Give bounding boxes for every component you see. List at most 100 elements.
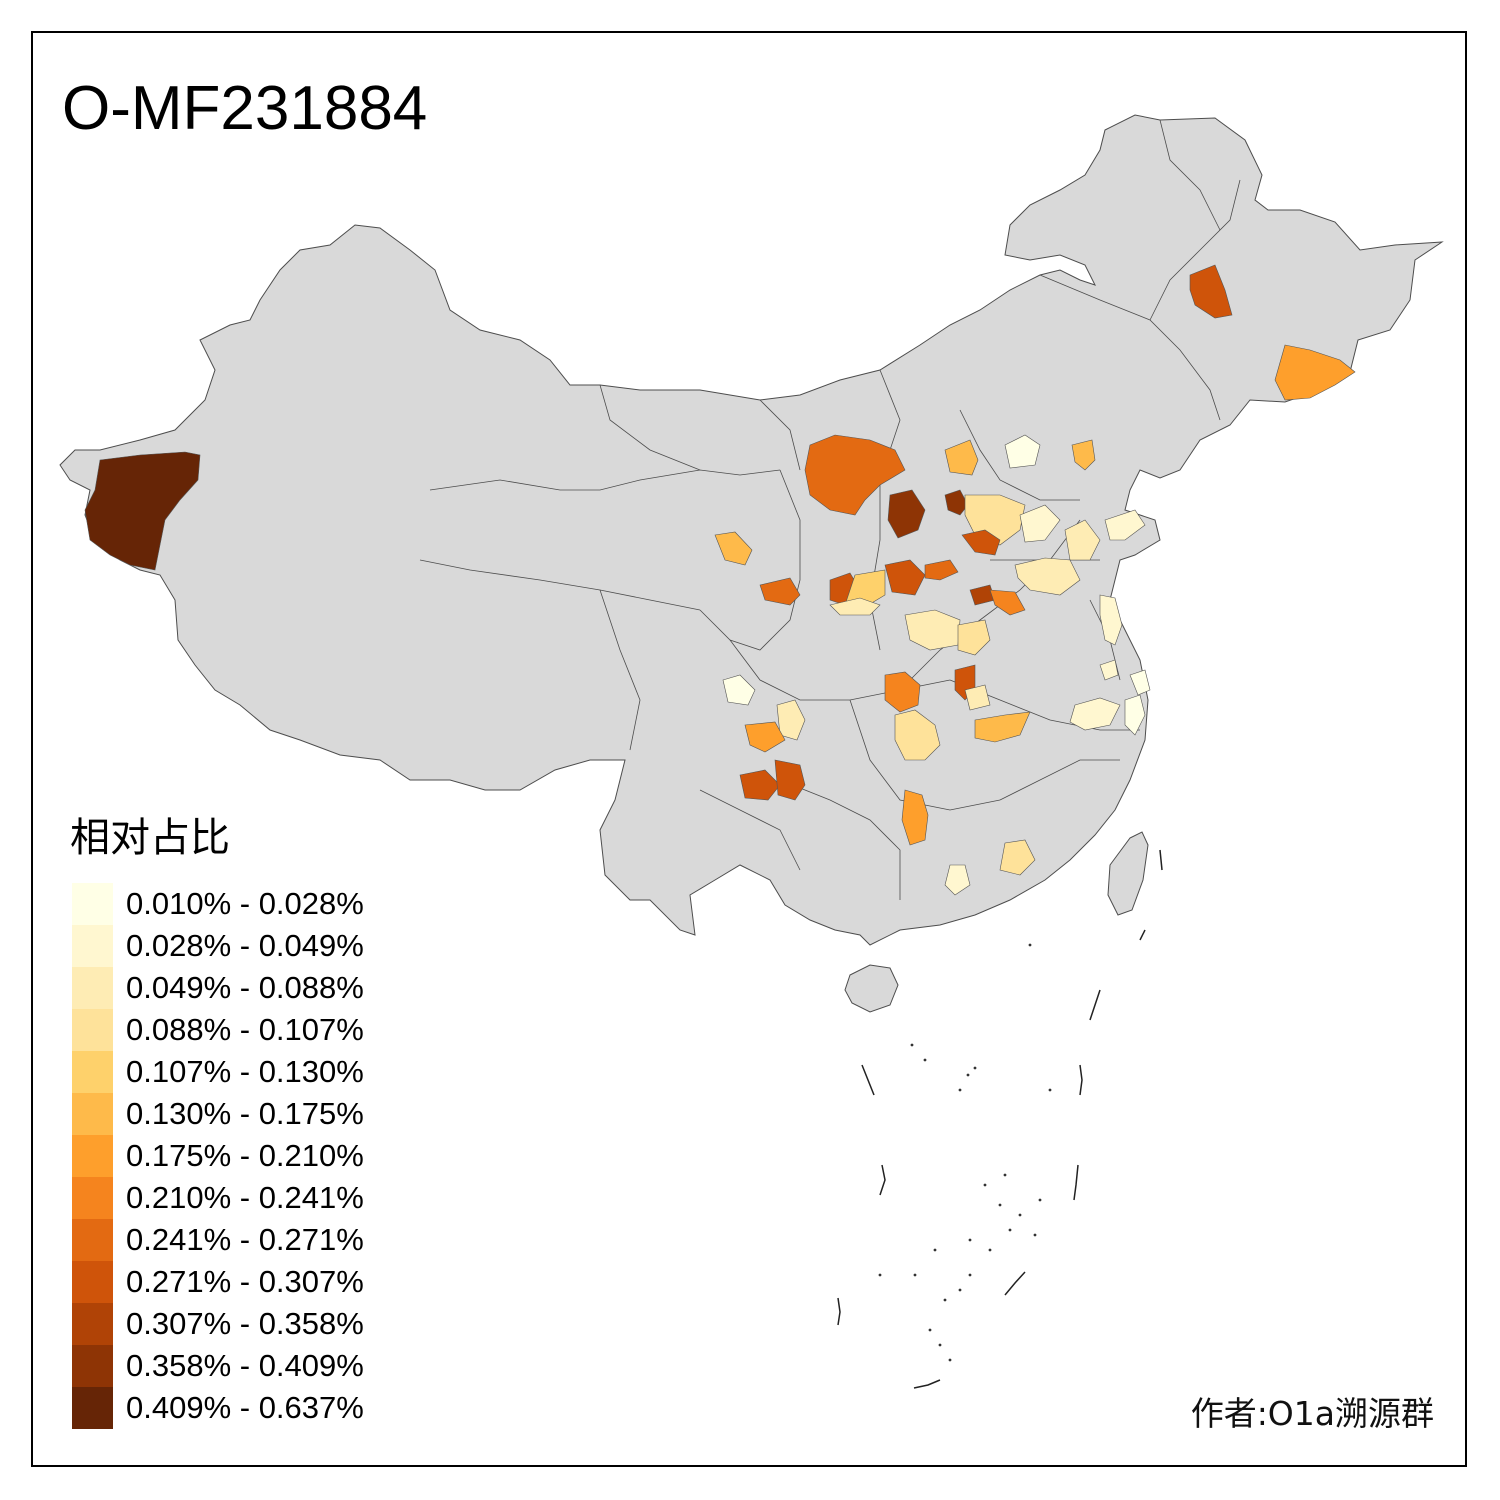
legend-label: 0.271% - 0.307%: [126, 1264, 364, 1299]
island-dot: [913, 1273, 917, 1277]
south-sea-islands: [837, 849, 1163, 1389]
mainland-china-shape: [59, 114, 1444, 946]
legend-label: 0.088% - 0.107%: [126, 1012, 364, 1047]
legend-item: 0.271% - 0.307%: [72, 1261, 412, 1303]
region-patch: [739, 769, 781, 801]
island-dot: [968, 1273, 972, 1277]
region-patch: [774, 759, 806, 801]
island-dot: [878, 1273, 882, 1277]
region-patch: [714, 531, 753, 566]
region-patch: [1104, 509, 1146, 541]
island-dot: [988, 1248, 992, 1252]
legend-label: 0.175% - 0.210%: [126, 1138, 364, 1173]
region-patch: [974, 711, 1031, 743]
region-patch: [722, 674, 756, 706]
legend-label: 0.130% - 0.175%: [126, 1096, 364, 1131]
legend-swatch: [72, 1051, 113, 1093]
legend-swatch: [72, 1261, 113, 1303]
legend-swatch: [72, 1345, 113, 1387]
region-patch: [1064, 519, 1101, 561]
region-patch: [901, 789, 929, 846]
region-patch: [829, 597, 881, 616]
region-patch: [1071, 439, 1096, 471]
island-dot: [973, 1066, 977, 1070]
region-patch: [999, 839, 1036, 876]
hainan-island: [844, 964, 899, 1013]
island-dots: [878, 943, 1052, 1362]
legend-item: 0.010% - 0.028%: [72, 883, 412, 925]
region-patch: [1014, 557, 1081, 596]
legend-item: 0.088% - 0.107%: [72, 1009, 412, 1051]
region-patch: [1099, 659, 1119, 681]
island-dot: [1033, 1233, 1037, 1237]
island-dot: [948, 1358, 952, 1362]
region-patch: [84, 451, 201, 571]
legend-swatch: [72, 1135, 113, 1177]
region-patch: [894, 709, 941, 761]
legend-label: 0.028% - 0.049%: [126, 928, 364, 963]
legend-swatch: [72, 925, 113, 967]
author-credit: 作者:O1a溯源群: [1190, 1394, 1434, 1433]
region-patch: [1124, 694, 1146, 736]
legend-label: 0.049% - 0.088%: [126, 970, 364, 1005]
region-patch: [884, 671, 921, 713]
island-dot: [958, 1288, 962, 1292]
legend-item: 0.130% - 0.175%: [72, 1093, 412, 1135]
legend-title: 相对占比: [70, 815, 230, 861]
legend-item: 0.409% - 0.637%: [72, 1387, 412, 1429]
legend-item: 0.307% - 0.358%: [72, 1303, 412, 1345]
island-dot: [1028, 943, 1032, 947]
island-dot: [1018, 1213, 1022, 1217]
legend-item: 0.107% - 0.130%: [72, 1051, 412, 1093]
region-patch: [884, 559, 926, 596]
region-patch: [1129, 669, 1151, 696]
legend-swatch: [72, 967, 113, 1009]
legend-swatch: [72, 1303, 113, 1345]
region-patch: [1019, 504, 1061, 543]
island-dot: [923, 1058, 927, 1062]
island-dot: [966, 1073, 970, 1077]
legend-item: 0.049% - 0.088%: [72, 967, 412, 1009]
legend-item: 0.210% - 0.241%: [72, 1177, 412, 1219]
land-base: [59, 114, 1444, 1013]
island-dot: [943, 1298, 947, 1302]
taiwan-island: [1107, 831, 1149, 916]
legend-swatch: [72, 1219, 113, 1261]
region-patch: [759, 577, 801, 606]
legend-swatch: [72, 1387, 113, 1429]
island-dot: [1048, 1088, 1052, 1092]
island-dot: [983, 1183, 987, 1187]
region-patch: [961, 529, 1001, 556]
island-dot: [910, 1043, 914, 1047]
island-dot: [968, 1238, 972, 1242]
region-patch: [944, 864, 971, 896]
legend-label: 0.358% - 0.409%: [126, 1348, 364, 1383]
legend-label: 0.107% - 0.130%: [126, 1054, 364, 1089]
legend-swatch: [72, 1177, 113, 1219]
map-title: O-MF231884: [62, 74, 428, 143]
region-patch: [744, 721, 786, 753]
island-dot: [938, 1343, 942, 1347]
legend-swatch: [72, 1009, 113, 1051]
region-patch: [924, 559, 959, 581]
island-dot: [1003, 1173, 1007, 1177]
region-patch: [944, 439, 979, 476]
legend-label: 0.210% - 0.241%: [126, 1180, 364, 1215]
highlighted-regions: [84, 264, 1356, 896]
legend-item: 0.175% - 0.210%: [72, 1135, 412, 1177]
region-patch: [1274, 344, 1356, 401]
island-dot: [928, 1328, 932, 1332]
island-dot: [933, 1248, 937, 1252]
legend-item: 0.241% - 0.271%: [72, 1219, 412, 1261]
legend-item: 0.358% - 0.409%: [72, 1345, 412, 1387]
legend-label: 0.409% - 0.637%: [126, 1390, 364, 1425]
region-patch: [1189, 264, 1233, 319]
legend-label: 0.010% - 0.028%: [126, 886, 364, 921]
region-patch: [989, 589, 1026, 616]
legend-swatch: [72, 883, 113, 925]
region-patch: [804, 434, 906, 516]
island-dot: [1008, 1228, 1012, 1232]
region-patch: [944, 489, 969, 516]
region-patch: [1099, 594, 1123, 646]
